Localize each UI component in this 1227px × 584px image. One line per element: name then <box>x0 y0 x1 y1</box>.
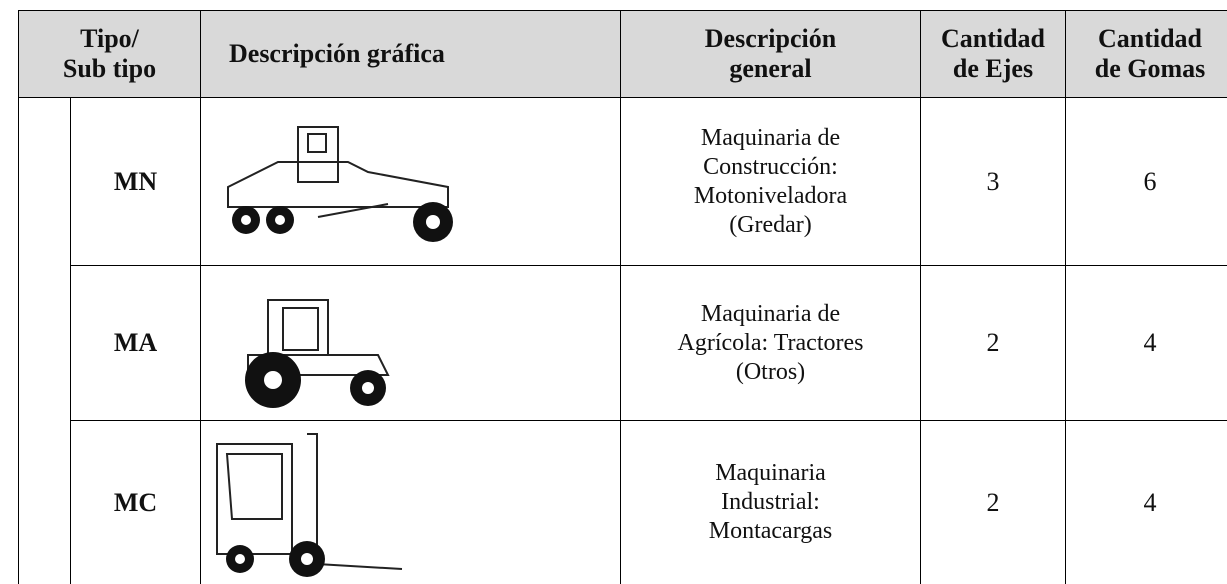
code-text: MN <box>113 166 158 196</box>
header-cell: Cantidad de Ejes <box>920 10 1066 98</box>
grader-icon <box>227 126 453 242</box>
code-cell: MN <box>70 97 201 266</box>
tires-cell: 4 <box>1065 420 1227 584</box>
tires-cell: 6 <box>1065 97 1227 266</box>
forklift-icon <box>216 433 403 577</box>
description-cell: Maquinaria de Agrícola: Tractores (Otros) <box>620 265 921 421</box>
axles-text: 2 <box>986 328 1000 357</box>
header-text: Descripción <box>704 24 837 53</box>
header-text: Cantidad <box>1097 24 1203 53</box>
description-line: Montacargas <box>708 518 833 544</box>
description-line: Motoniveladora <box>693 182 848 209</box>
description-line: Maquinaria <box>715 460 826 486</box>
description-line: Agrícola: Tractores <box>677 329 864 356</box>
axles-cell: 2 <box>920 420 1066 584</box>
tires-text: 4 <box>1143 328 1157 357</box>
description-cell: Maquinaria Industrial: Montacargas <box>620 420 921 584</box>
tires-cell: 4 <box>1065 265 1227 421</box>
tires-text: 4 <box>1143 487 1157 517</box>
type-cell <box>18 97 71 584</box>
header-text: general <box>729 54 812 83</box>
header-cell: Tipo/Sub tipo <box>18 10 201 98</box>
axles-text: 2 <box>986 487 1000 517</box>
header-cell: Descripción gráfica <box>200 10 621 98</box>
description-line: Construcción: <box>703 153 838 180</box>
header-text: Tipo/ <box>80 24 139 53</box>
description-line: Maquinaria de <box>700 124 841 151</box>
axles-text: 3 <box>986 166 1000 196</box>
code-text: MA <box>113 328 158 357</box>
tractor-icon <box>245 299 390 408</box>
description-line: Maquinaria de <box>700 300 841 327</box>
description-cell: Maquinaria de Construcción: Motoniveladora… <box>620 97 921 266</box>
header-text: Descripción gráfica <box>229 39 445 68</box>
tires-text: 6 <box>1143 166 1157 196</box>
description-line: (Otros) <box>735 358 806 385</box>
description-line: Industrial: <box>721 489 820 515</box>
code-text: MC <box>113 487 158 517</box>
axles-cell: 2 <box>920 265 1066 421</box>
header-cell: Descripción general <box>620 10 921 98</box>
header-cell: Cantidad de Gomas <box>1065 10 1227 98</box>
header-text: de Gomas <box>1094 54 1206 83</box>
code-cell: MA <box>70 265 201 421</box>
header-text: de Ejes <box>952 54 1034 83</box>
header-text: Cantidad <box>940 24 1046 53</box>
axles-cell: 3 <box>920 97 1066 266</box>
description-line: (Gredar) <box>729 211 812 238</box>
header-text: Sub tipo <box>62 54 157 83</box>
code-cell: MC <box>70 420 201 584</box>
